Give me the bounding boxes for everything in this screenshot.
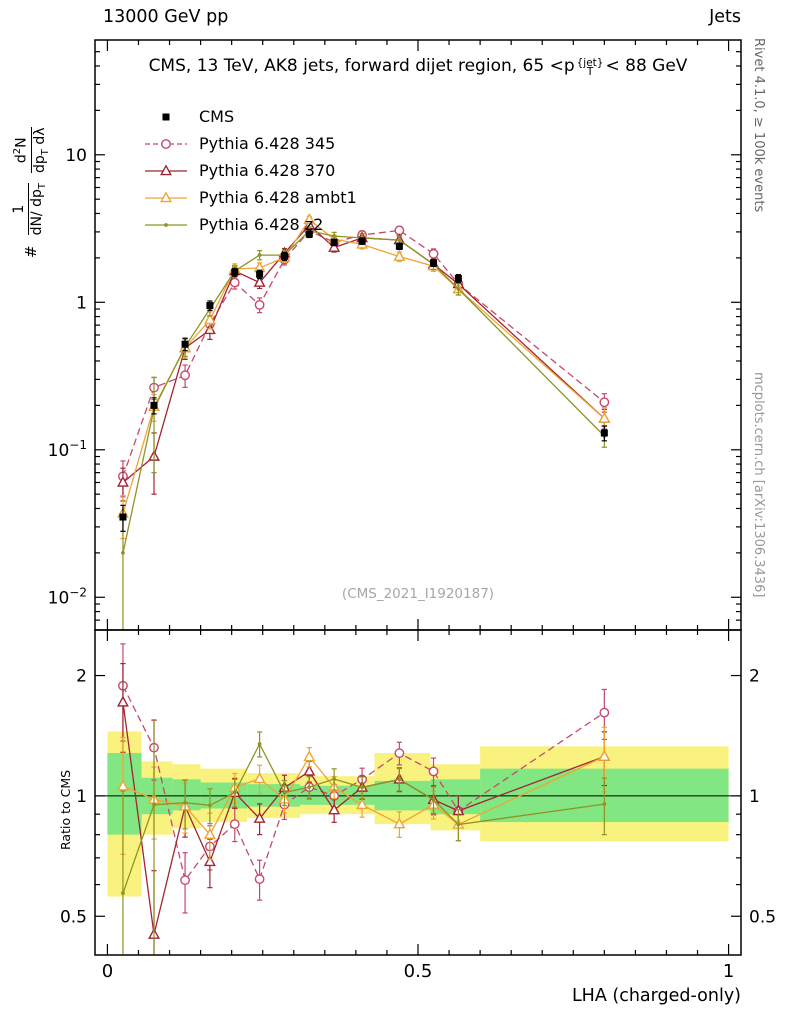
tick-label: 0.5 — [749, 907, 776, 927]
legend-marker-triangle — [145, 190, 187, 202]
legend-label: Pythia 6.428 ambt1 — [199, 188, 357, 207]
band-green — [107, 753, 142, 835]
tick-label: 1 — [76, 787, 87, 807]
series-pythia-6-428-z2-main — [120, 226, 607, 630]
tick-label: 10 — [65, 146, 87, 166]
rivet-version-note: Rivet 4.1.0, ≥ 100k events — [751, 38, 766, 213]
plot-title: CMS, 13 TeV, AK8 jets, forward dijet reg… — [148, 56, 688, 78]
legend-item-pythia-6-428-z2: Pythia 6.428 z2 — [143, 211, 357, 238]
ratio-axis-title: Ratio to CMS — [58, 769, 73, 850]
ylabel-fraction-2: d2N dpT dλ — [12, 127, 51, 173]
mcplots-arxiv-note: mcplots.cern.ch [arXiv:1306.3436] — [751, 372, 766, 598]
legend-marker-circle — [145, 138, 187, 149]
legend-label: Pythia 6.428 370 — [199, 161, 336, 180]
legend-marker-square — [162, 113, 170, 120]
pt-supsub: {jet} T — [576, 57, 604, 78]
tick-label: 0.5 — [404, 961, 433, 982]
plot-title-text: CMS, 13 TeV, AK8 jets, forward dijet reg… — [148, 56, 575, 76]
legend-item-pythia-6-428-ambt1: Pythia 6.428 ambt1 — [143, 184, 357, 211]
data-series — [116, 213, 611, 955]
legend-item-cms: CMS — [143, 103, 357, 130]
legend-label: Pythia 6.428 z2 — [199, 215, 324, 234]
tick-label: 10−1 — [48, 438, 87, 461]
y-axis-title: # 1 dN/ dpT d2N dpT dλ — [10, 127, 52, 258]
tick-label: 0 — [102, 961, 113, 982]
legend-marker-dot — [145, 222, 187, 227]
watermark: (CMS_2021_I1920187) — [341, 586, 495, 602]
legend-item-pythia-6-428-370: Pythia 6.428 370 — [143, 157, 357, 184]
legend-label: CMS — [199, 107, 235, 126]
legend: CMS Pythia 6.428 345 Pythia 6.428 370 Pythi… — [143, 103, 357, 238]
tick-label: 1 — [723, 961, 734, 982]
series-pythia-6-428-z2-ratio — [120, 719, 607, 955]
legend-label: Pythia 6.428 345 — [199, 134, 336, 153]
tick-label: 1 — [749, 787, 760, 807]
tick-label: 10−2 — [48, 585, 87, 608]
ylabel-fraction-1: 1 dN/ dpT — [11, 183, 49, 236]
legend-item-pythia-6-428-345: Pythia 6.428 345 — [143, 130, 357, 157]
ylabel-hash: # — [22, 245, 41, 258]
legend-marker-triangle — [145, 163, 187, 175]
tick-label: 2 — [76, 667, 87, 687]
tick-label: 0.5 — [60, 907, 87, 927]
tick-label: 2 — [749, 667, 760, 687]
analysis-topic-label: Jets — [709, 7, 741, 27]
series-pythia-6-428-345-main — [118, 225, 610, 498]
series-pythia-6-428-ambt1-main — [116, 213, 611, 540]
tick-label: 1 — [76, 293, 87, 313]
axis-ticks — [95, 40, 741, 955]
axis-tick-labels: 10 1 10−1 10−2 2 2 1 1 0.5 0.5 0 0.5 1 — [48, 146, 776, 982]
beam-energy-label: 13000 GeV pp — [103, 7, 229, 27]
series-cms-main — [119, 230, 608, 532]
x-axis-title: LHA (charged-only) — [571, 986, 741, 1006]
